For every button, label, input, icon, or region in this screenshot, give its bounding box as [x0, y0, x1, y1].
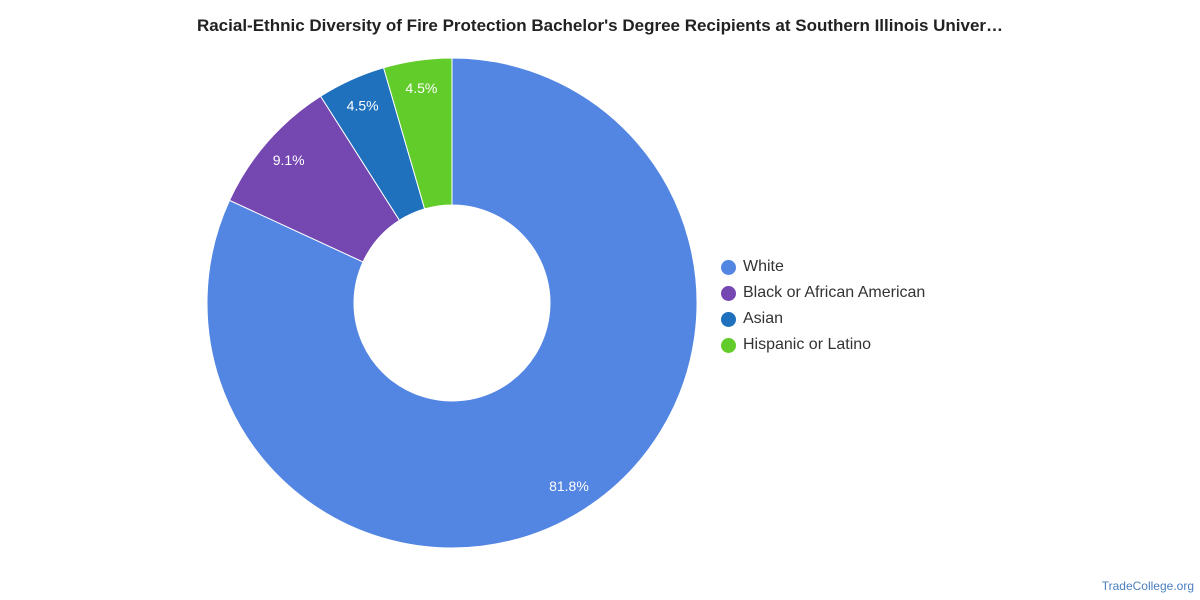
- legend-label: Black or African American: [743, 284, 926, 301]
- legend-swatch: [721, 259, 736, 275]
- chart-title: Racial-Ethnic Diversity of Fire Protecti…: [196, 16, 1004, 35]
- slice-white[interactable]: [206, 57, 698, 549]
- legend-label: White: [743, 258, 784, 275]
- legend-swatch: [721, 285, 736, 301]
- credit-link[interactable]: TradeCollege.org: [1101, 579, 1194, 593]
- legend-swatch: [721, 337, 736, 353]
- legend-item-hispanic-or-latino[interactable]: Hispanic or Latino: [721, 332, 925, 358]
- legend-item-asian[interactable]: Asian: [721, 306, 925, 332]
- slice-label-asian: 4.5%: [347, 97, 379, 113]
- legend-item-white[interactable]: White: [721, 254, 925, 280]
- slice-labels-group: 81.8% 9.1% 4.5% 4.5%: [273, 80, 589, 494]
- slice-label-black-or-african-american: 9.1%: [273, 152, 305, 168]
- slice-hispanic-or-latino[interactable]: [382, 57, 453, 210]
- slices-group: [206, 57, 698, 549]
- slice-label-white: 81.8%: [549, 478, 589, 494]
- slice-label-hispanic-or-latino: 4.5%: [405, 80, 437, 96]
- legend-swatch: [721, 311, 736, 327]
- legend-label: Hispanic or Latino: [743, 336, 872, 353]
- legend: White Black or African American Asian Hispa…: [721, 254, 925, 358]
- legend-label: Asian: [743, 310, 784, 327]
- legend-item-black-or-african-american[interactable]: Black or African American: [721, 280, 925, 306]
